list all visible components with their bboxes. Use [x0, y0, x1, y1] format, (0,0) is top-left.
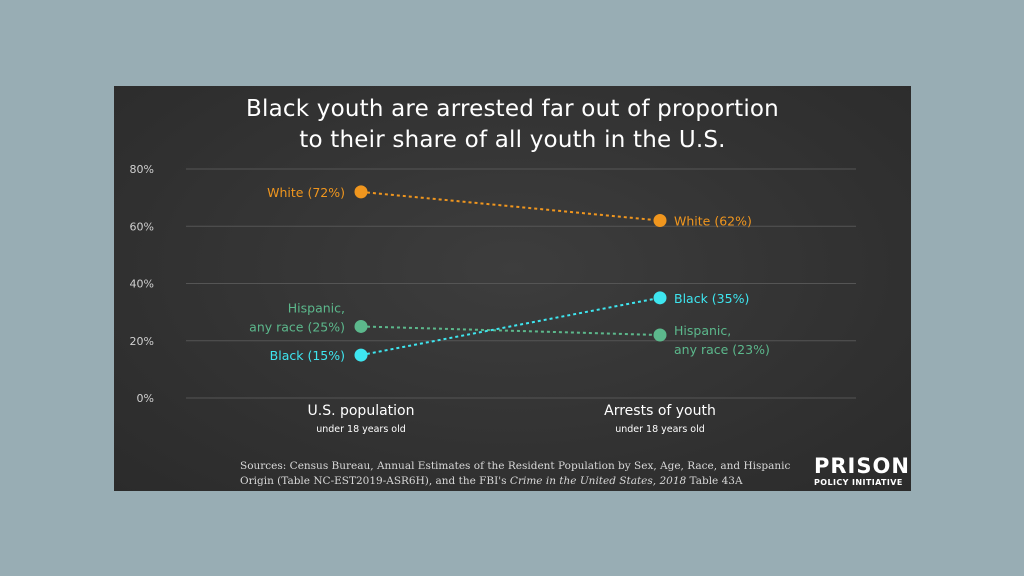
logo-wordmark-top: PRISON [814, 454, 910, 478]
data-point-white [653, 214, 667, 228]
series-line-white [360, 190, 661, 222]
prison-policy-initiative-logo: PRISON POLICY INITIATIVE [814, 455, 910, 488]
data-point-white [354, 185, 368, 199]
sources-publication-title: Crime in the United States, 2018 [509, 475, 687, 487]
x-category-label: U.S. population [308, 403, 415, 419]
y-tick-label: 20% [130, 335, 154, 348]
data-label-white: White (62%) [674, 214, 752, 229]
data-label-hispanic: Hispanic, [288, 300, 345, 315]
x-category-sublabel: under 18 years old [615, 424, 705, 435]
y-tick-label: 60% [130, 220, 154, 233]
data-point-hispanic [653, 328, 667, 342]
y-tick-label: 40% [130, 278, 154, 291]
x-category-label: Arrests of youth [604, 403, 716, 419]
data-point-black [354, 348, 368, 362]
logo-wordmark-bottom: POLICY INITIATIVE [814, 478, 903, 487]
y-tick-label: 0% [137, 392, 154, 405]
data-point-hispanic [354, 319, 368, 333]
series-line-black [360, 296, 661, 357]
chart-title-line-1: Black youth are arrested far out of prop… [246, 96, 779, 122]
series-line-hispanic [360, 325, 661, 337]
x-category-sublabel: under 18 years old [316, 424, 406, 435]
chart-title: Black youth are arrested far out of prop… [114, 94, 911, 156]
data-label-white: White (72%) [267, 185, 345, 200]
sources-note: Sources: Census Bureau, Annual Estimates… [240, 459, 800, 489]
chart-plot: 0% 20% 40% 60% 80% U.S. population under 18 ye… [130, 163, 856, 435]
data-point-black [653, 291, 667, 305]
y-tick-label: 80% [130, 163, 154, 176]
data-label-hispanic: Hispanic, [674, 323, 731, 338]
chart-card: 0% 20% 40% 60% 80% U.S. population under 18 ye… [114, 86, 911, 491]
chart-title-line-2: to their share of all youth in the U.S. [299, 127, 726, 153]
data-label-black: Black (35%) [674, 291, 749, 306]
data-label-black: Black (15%) [270, 348, 345, 363]
data-label-hispanic: any race (25%) [249, 319, 345, 334]
sources-line-2-end: Table 43A [686, 475, 743, 487]
data-label-hispanic: any race (23%) [674, 342, 770, 357]
sources-line-1: Sources: Census Bureau, Annual Estimates… [240, 460, 791, 472]
sources-line-2-start: Origin (Table NC-EST2019-ASR6H), and the… [240, 475, 510, 487]
